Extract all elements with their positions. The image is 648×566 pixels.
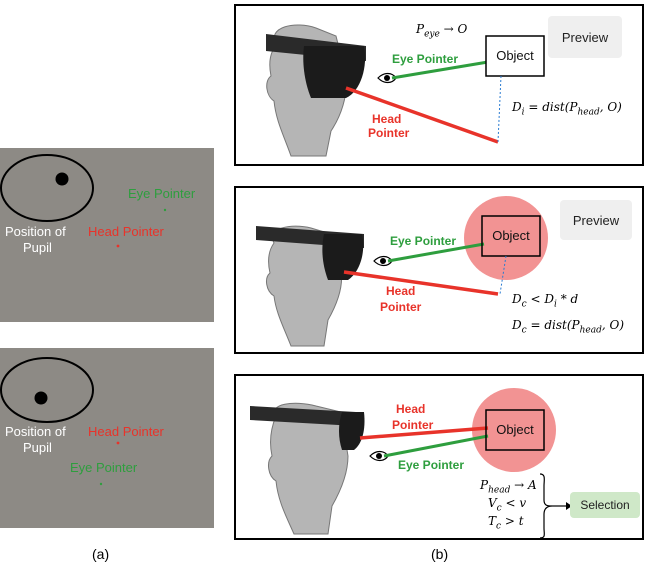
object-label-step1: Object xyxy=(496,48,534,63)
condition-tc-step3: Tc > t xyxy=(488,514,524,532)
eye-pointer-label-step1: Eye Pointer xyxy=(392,52,459,66)
formula-di-step1: Di = dist(Phead, O) xyxy=(512,100,622,118)
step-3-illustration xyxy=(250,388,572,539)
step-1-panel: Object Preview Eye Pointer Head Pointer … xyxy=(234,4,644,166)
formula-dc-lt-step2: Dc < Di * d xyxy=(512,292,579,310)
head-pointer-label-step1-line2: Pointer xyxy=(368,126,410,140)
formula-peye-step1: Peye → O xyxy=(416,22,468,40)
object-label-step2: Object xyxy=(492,228,530,243)
eye-camera-view-bottom: Head Pointer Eye Pointer Position of Pup… xyxy=(0,348,214,528)
eye-pointer-label-top: Eye Pointer xyxy=(128,186,196,201)
step-2-panel: Object Preview Eye Pointer Head Pointer … xyxy=(234,186,644,354)
condition-phead-step3: Phead → A xyxy=(480,478,537,496)
head-pointer-label-bottom: Head Pointer xyxy=(88,424,164,439)
preview-button-step2[interactable]: Preview xyxy=(560,200,632,240)
head-pointer-label-step2-line2: Pointer xyxy=(380,300,422,314)
step-2-illustration xyxy=(256,196,548,347)
eye-pointer-label-bottom: Eye Pointer xyxy=(70,460,138,475)
eye-camera-view-top: Eye Pointer Head Pointer Position of Pup… xyxy=(0,148,214,322)
selection-button[interactable]: Selection xyxy=(570,492,640,518)
pupil-ellipse-bottom xyxy=(0,357,120,486)
head-pointer-label-top: Head Pointer xyxy=(88,224,164,239)
step-1-illustration xyxy=(266,24,545,157)
head-pointer-label-step3-line1: Head xyxy=(396,402,426,416)
head-pointer-label-step2-line1: Head xyxy=(386,284,416,298)
pupil-label-bottom-line1: Position of xyxy=(5,424,66,439)
condition-vc-step3: Vc < v xyxy=(488,496,527,514)
pupil-label-top-line2: Pupil xyxy=(23,240,52,255)
step-3-panel: Object Head Pointer Eye Pointer Phead → … xyxy=(234,374,644,540)
caption-b: (b) xyxy=(431,546,449,562)
eye-pointer-label-step2: Eye Pointer xyxy=(390,234,457,248)
preview-button-step1[interactable]: Preview xyxy=(548,16,622,58)
object-label-step3: Object xyxy=(496,422,534,437)
pupil-ellipse-top xyxy=(0,154,167,248)
caption-a: (a) xyxy=(92,546,110,562)
pupil-label-bottom-line2: Pupil xyxy=(23,440,52,455)
eye-pointer-label-step3: Eye Pointer xyxy=(398,458,465,472)
head-pointer-label-step3-line2: Pointer xyxy=(392,418,434,432)
pupil-label-top-line1: Position of xyxy=(5,224,66,239)
formula-dc-dist-step2: Dc = dist(Phead, O) xyxy=(512,318,625,336)
head-pointer-label-step1-line1: Head xyxy=(372,112,402,126)
